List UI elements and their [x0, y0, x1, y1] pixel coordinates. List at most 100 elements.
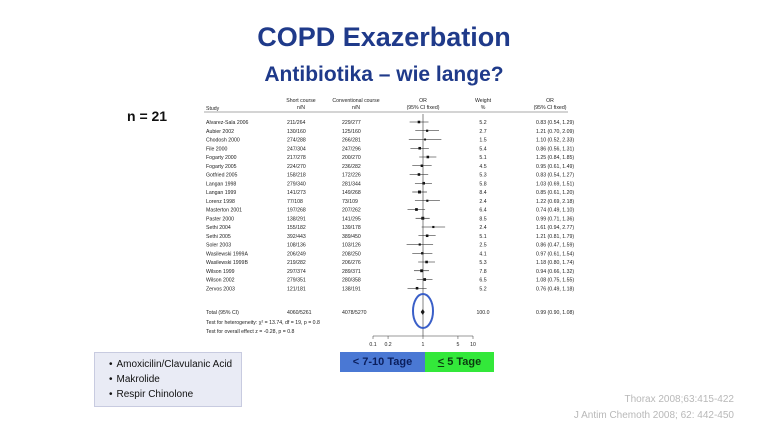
header-or2: OR [546, 98, 554, 104]
point-estimate [425, 234, 429, 238]
header-conv: Conventional course [332, 98, 379, 104]
or-ci-value: 0.86 (0.47, 1.59) [536, 243, 574, 249]
or-ci-value: 0.94 (0.66, 1.32) [536, 269, 574, 275]
highlight-ellipse [412, 293, 434, 329]
or-ci-value: 0.76 (0.49, 1.18) [536, 286, 574, 292]
point-estimate [417, 120, 421, 124]
or-ci-value: 1.18 (0.80, 1.74) [536, 260, 574, 266]
short-count: 197/268 [287, 208, 306, 214]
x-tick-label: 5 [457, 342, 460, 348]
header-conv-unit: n/N [352, 105, 360, 111]
short-count: 297/374 [287, 269, 306, 275]
short-count: 130/160 [287, 129, 306, 135]
point-estimate [415, 286, 419, 290]
header-study: Study [206, 106, 220, 112]
point-estimate [420, 269, 424, 273]
study-name: Wasilewski 1999B [206, 260, 248, 266]
short-count: 108/136 [287, 243, 306, 249]
or-ci-value: 0.83 (0.54, 1.27) [536, 173, 574, 179]
total-label: Total (95% CI) [206, 310, 239, 316]
or-ci-value: 0.86 (0.56, 1.31) [536, 146, 574, 152]
conv-count: 289/371 [342, 269, 361, 275]
short-count: 158/218 [287, 173, 306, 179]
or-ci-value: 0.85 (0.61, 1.20) [536, 190, 574, 196]
study-name: Fogarty 2000 [206, 155, 237, 161]
conv-count: 139/178 [342, 225, 361, 231]
study-name: Langan 1998 [206, 181, 236, 187]
conv-count: 247/296 [342, 146, 361, 152]
reference-2: J Antim Chemoth 2008; 62: 442-450 [573, 410, 734, 421]
study-name: Langan 1999 [206, 190, 236, 196]
point-estimate [422, 181, 425, 185]
x-tick-label: 1 [422, 342, 425, 348]
weight-value: 5.2 [479, 120, 486, 126]
study-name: Wilson 1999 [206, 269, 235, 275]
point-estimate [425, 260, 428, 264]
short-count: 211/264 [287, 120, 305, 126]
weight-value: 5.1 [479, 234, 486, 240]
conv-count: 281/344 [342, 181, 361, 187]
or-ci-value: 0.99 (0.71, 1.36) [536, 216, 574, 222]
or-ci-value: 1.25 (0.84, 1.85) [536, 155, 574, 161]
short-count: 274/288 [287, 138, 306, 144]
antibiotic-list: Amoxicilin/Clavulanic Acid Makrolide Res… [94, 352, 242, 407]
short-count: 217/278 [287, 155, 306, 161]
short-count: 392/443 [287, 234, 306, 240]
short-count: 219/282 [287, 260, 306, 266]
study-name: Aubier 2002 [206, 129, 234, 135]
conv-count: 172/226 [342, 173, 361, 179]
weight-value: 1.5 [479, 138, 486, 144]
point-estimate [417, 173, 421, 176]
slide-title: COPD Exazerbation [257, 22, 511, 52]
conv-count: 280/358 [342, 278, 361, 284]
conv-count: 73/109 [342, 199, 358, 205]
study-name: Chodosh 2000 [206, 138, 240, 144]
conv-count: 208/250 [342, 251, 361, 257]
study-name: Wilson 2002 [206, 278, 235, 284]
header-short: Short course [286, 98, 316, 104]
study-name: Masterton 2001 [206, 208, 242, 214]
x-tick-label: 10 [470, 342, 476, 348]
weight-value: 2.7 [479, 129, 486, 135]
header-or2-ci: (95% CI fixed) [534, 105, 567, 111]
conv-count: 149/268 [342, 190, 361, 196]
conv-count: 141/295 [342, 216, 361, 222]
weight-value: 8.5 [479, 216, 486, 222]
header-short-unit: n/N [297, 105, 305, 111]
study-name: Fogarty 2005 [206, 164, 237, 170]
weight-value: 5.1 [479, 155, 486, 161]
short-count: 279/351 [287, 278, 306, 284]
total-or-ci: 0.99 (0.90, 1.08) [536, 310, 574, 316]
point-estimate [426, 155, 430, 159]
weight-value: 5.2 [479, 286, 486, 292]
x-tick-label: 0.1 [369, 342, 376, 348]
conv-count: 138/191 [342, 286, 361, 292]
total-short: 4060/5261 [287, 310, 312, 316]
point-estimate [423, 278, 427, 281]
study-name: Soler 2003 [206, 243, 231, 249]
conv-count: 266/281 [342, 138, 361, 144]
weight-value: 2.4 [479, 225, 486, 231]
weight-value: 4.5 [479, 164, 486, 170]
study-name: Paster 2000 [206, 216, 234, 222]
study-name: Zervos 2003 [206, 286, 235, 292]
weight-value: 5.4 [479, 146, 486, 152]
study-name: Sethi 2005 [206, 234, 231, 240]
point-estimate [432, 225, 435, 229]
conv-count: 229/277 [342, 120, 361, 126]
short-count: 247/304 [287, 146, 306, 152]
conv-count: 103/126 [342, 243, 361, 249]
short-count: 121/181 [287, 286, 306, 292]
weight-value: 6.5 [479, 278, 486, 284]
point-estimate [424, 138, 427, 141]
or-ci-value: 0.74 (0.49, 1.10) [536, 208, 574, 214]
or-ci-value: 1.03 (0.69, 1.51) [536, 181, 574, 187]
header-or: OR [419, 98, 427, 104]
sample-size-label: n = 21 [127, 108, 168, 124]
header-weight-unit: % [481, 105, 486, 111]
point-estimate [426, 129, 429, 132]
point-estimate [418, 243, 421, 246]
conv-count: 125/160 [342, 129, 361, 135]
or-ci-value: 1.10 (0.52, 2.33) [536, 138, 574, 144]
